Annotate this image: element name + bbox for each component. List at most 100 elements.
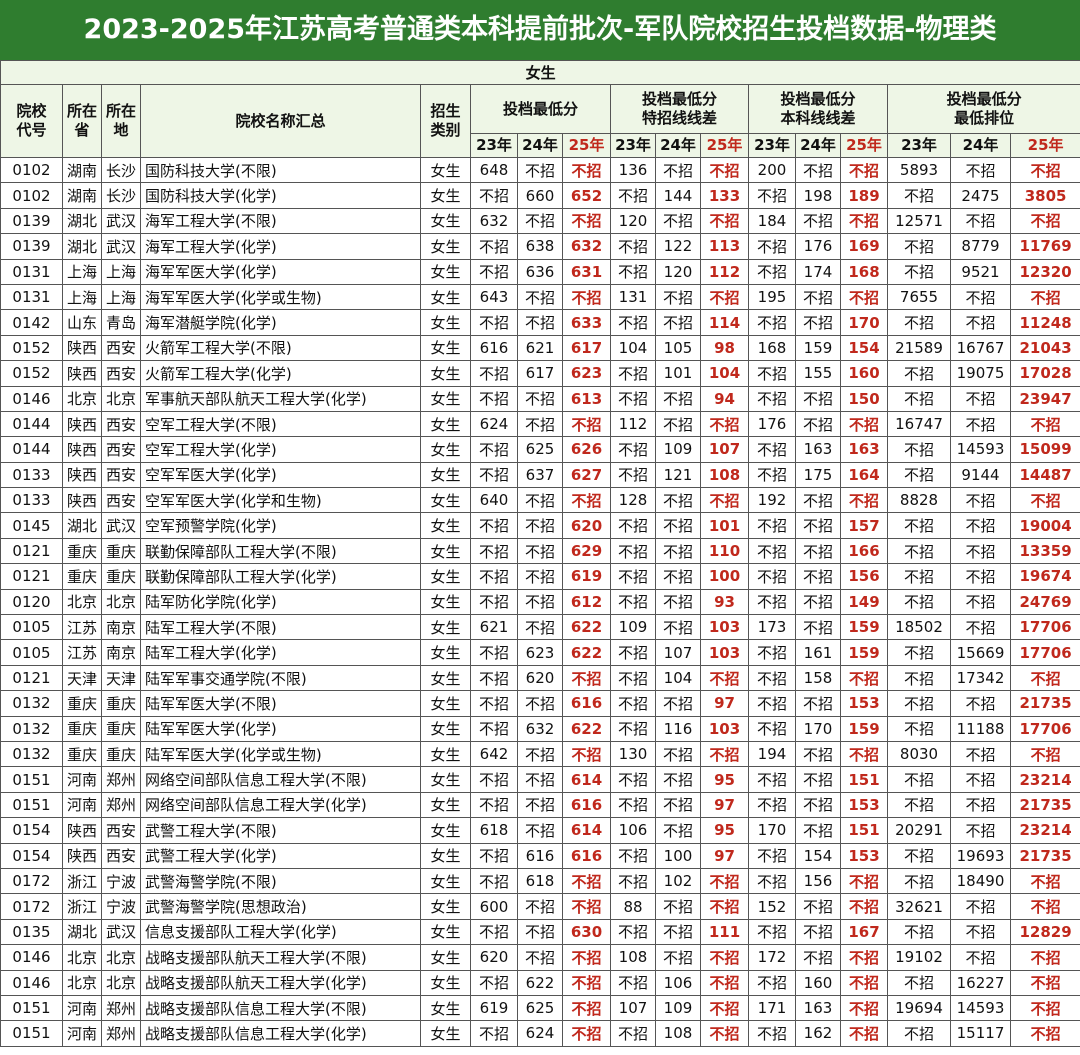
cell: 153 — [840, 791, 888, 819]
cell: 不招 — [655, 283, 701, 311]
table-row: 0132 重庆 重庆 陆军军医大学(化学或生物) 女生 642 不招 不招 130 不招 不招 194… — [0, 740, 1080, 768]
table-row: 0121 天津 天津 陆军军事交通学院(不限) 女生 不招 620 不招 不招 104 不招 不招 15… — [0, 664, 1080, 692]
cell: 上海 — [62, 258, 102, 285]
cell: 北京 — [62, 944, 102, 971]
cell: 624 — [517, 1020, 563, 1047]
cell: 女生 — [420, 918, 471, 946]
cell: 不招 — [470, 766, 518, 793]
cell: 不招 — [887, 588, 951, 616]
table-row: 0145 湖北 武汉 空军预警学院(化学) 女生 不招 不招 620 不招 不招 101 不招 不招 15… — [0, 512, 1080, 539]
cell: 不招 — [1009, 487, 1080, 514]
cell: 21735 — [1009, 690, 1080, 717]
cell: 不招 — [887, 360, 951, 387]
cell: 616 — [470, 334, 518, 362]
cell: 不招 — [1009, 283, 1080, 311]
table-row: 0146 北京 北京 战略支援部队航天工程大学(化学) 女生 不招 622 不招 不招 106 不招… — [0, 969, 1080, 996]
cell: 不招 — [795, 690, 841, 717]
cell: 621 — [470, 614, 518, 641]
table-row: 0152 陕西 西安 火箭军工程大学(不限) 女生 616 621 617 104 105 98 16… — [0, 334, 1080, 362]
cell: 0151 — [0, 1020, 63, 1047]
banner-row: 女生 — [0, 60, 1080, 85]
cell: 女生 — [420, 588, 471, 616]
cell: 不招 — [655, 918, 701, 946]
cell: 11248 — [1009, 309, 1080, 336]
cell: 女生 — [420, 842, 471, 869]
cell: 陕西 — [62, 461, 102, 489]
cell: 不招 — [610, 918, 656, 946]
cell: 616 — [562, 842, 611, 869]
cell: 151 — [840, 766, 888, 793]
cell: 北京 — [101, 969, 141, 996]
cell: 武警工程大学(化学) — [140, 842, 421, 869]
cell: 长沙 — [101, 156, 141, 184]
cell: 女生 — [420, 690, 471, 717]
cell: 157 — [840, 512, 888, 539]
cell: 不招 — [950, 410, 1011, 438]
cell: 陕西 — [62, 817, 102, 844]
cell: 不招 — [1009, 1020, 1080, 1047]
cell: 不招 — [470, 715, 518, 742]
cell: 女生 — [420, 791, 471, 819]
cell: 女生 — [420, 614, 471, 641]
cell: 不招 — [517, 740, 563, 768]
cell: 不招 — [517, 766, 563, 793]
cell: 联勤保障部队工程大学(不限) — [140, 537, 421, 565]
cell: 空军军医大学(化学) — [140, 461, 421, 489]
cell: 重庆 — [62, 715, 102, 742]
cell: 122 — [655, 233, 701, 260]
cell: 不招 — [887, 715, 951, 742]
cell: 郑州 — [101, 766, 141, 793]
cell: 160 — [840, 360, 888, 387]
cell: 不招 — [610, 360, 656, 387]
cell: 163 — [795, 994, 841, 1022]
cell: 女生 — [420, 461, 471, 489]
year-header: 23年 — [470, 133, 518, 158]
cell: 女生 — [420, 994, 471, 1022]
cell: 不招 — [950, 309, 1011, 336]
cell: 不招 — [470, 385, 518, 412]
cell: 600 — [470, 893, 518, 920]
cell: 上海 — [62, 283, 102, 311]
cell: 浙江 — [62, 867, 102, 895]
cell: 17028 — [1009, 360, 1080, 387]
cell: 629 — [562, 537, 611, 565]
cell: 不招 — [840, 283, 888, 311]
cell: 23214 — [1009, 817, 1080, 844]
cell: 不招 — [950, 614, 1011, 641]
cell: 不招 — [1009, 994, 1080, 1022]
cell: 不招 — [748, 791, 796, 819]
cell: 不招 — [610, 563, 656, 590]
cell: 不招 — [840, 410, 888, 438]
cell: 不招 — [470, 842, 518, 869]
cell: 不招 — [887, 461, 951, 489]
cell: 104 — [610, 334, 656, 362]
cell: 112 — [610, 410, 656, 438]
cell: 636 — [517, 258, 563, 285]
cell: 638 — [517, 233, 563, 260]
cell: 643 — [470, 283, 518, 311]
cell: 不招 — [517, 944, 563, 971]
cell: 15099 — [1009, 436, 1080, 463]
cell: 14487 — [1009, 461, 1080, 489]
cell: 长沙 — [101, 182, 141, 209]
cell: 女生 — [420, 537, 471, 565]
cell: 不招 — [517, 207, 563, 235]
cell: 不招 — [887, 690, 951, 717]
cell: 101 — [655, 360, 701, 387]
cell: 不招 — [950, 563, 1011, 590]
cell: 北京 — [62, 588, 102, 616]
cell: 0121 — [0, 537, 63, 565]
cell: 8828 — [887, 487, 951, 514]
cell: 614 — [562, 817, 611, 844]
cell: 617 — [517, 360, 563, 387]
cell: 不招 — [748, 715, 796, 742]
cell: 不招 — [562, 283, 611, 311]
cell: 不招 — [950, 740, 1011, 768]
cell: 166 — [840, 537, 888, 565]
cell: 642 — [470, 740, 518, 768]
cell: 陆军军医大学(化学或生物) — [140, 740, 421, 768]
cell: 军事航天部队航天工程大学(化学) — [140, 385, 421, 412]
cell: 不招 — [795, 944, 841, 971]
cell: 网络空间部队信息工程大学(不限) — [140, 766, 421, 793]
cell: 130 — [610, 740, 656, 768]
